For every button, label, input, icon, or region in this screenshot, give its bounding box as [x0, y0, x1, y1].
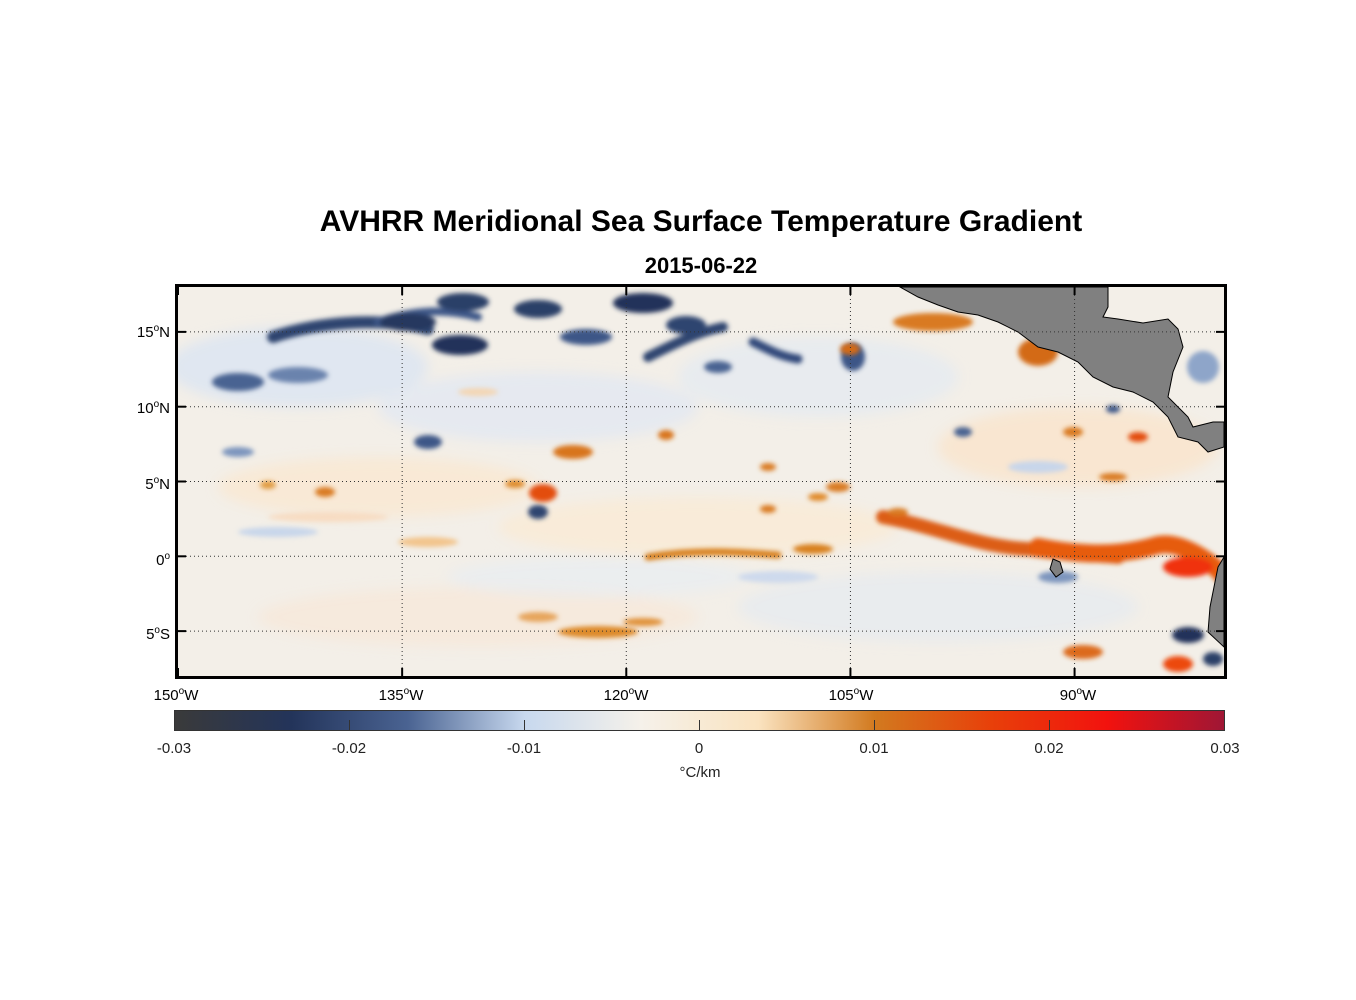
colorbar-tick — [349, 720, 350, 730]
colorbar-tick-label: 0 — [694, 740, 704, 757]
colorbar-tick-label: -0.01 — [506, 740, 542, 757]
colorbar-tick — [874, 720, 875, 730]
figure-date: 2015-06-22 — [644, 253, 758, 278]
colorbar-tick — [699, 720, 700, 730]
lon-label-135w: 135oW — [378, 686, 424, 704]
negative-gradient-features — [212, 293, 1223, 666]
colorbar-unit-label: °C/km — [679, 764, 721, 781]
colorbar-tick-label: 0.01 — [859, 740, 889, 757]
lat-label-equator: 0o — [156, 551, 170, 569]
land-mass — [898, 287, 1224, 648]
figure-title: AVHRR Meridional Sea Surface Temperature… — [319, 205, 1083, 238]
lat-label-5s: 5oS — [146, 625, 170, 643]
colorbar-tick-label: 0.03 — [1210, 740, 1240, 757]
sst-gradient-field — [178, 287, 1224, 676]
colorbar-tick-label: -0.02 — [331, 740, 367, 757]
colorbar-tick — [524, 720, 525, 730]
lon-label-120w: 120oW — [603, 686, 649, 704]
lat-label-10n: 10oN — [136, 399, 170, 417]
colorbar-tick-label: -0.03 — [156, 740, 192, 757]
lon-label-150w: 150oW — [153, 686, 199, 704]
colorbar-tick-label: 0.02 — [1034, 740, 1064, 757]
graticule — [178, 287, 1224, 676]
lat-label-5n: 5oN — [145, 475, 170, 493]
colorbar-tick — [1049, 720, 1050, 730]
lat-label-15n: 15oN — [136, 323, 170, 341]
map-panel — [175, 284, 1227, 679]
positive-gradient-features — [260, 313, 1224, 672]
lon-label-105w: 105oW — [828, 686, 874, 704]
axis-ticks — [178, 287, 1224, 676]
lon-label-90w: 90oW — [1059, 686, 1097, 704]
